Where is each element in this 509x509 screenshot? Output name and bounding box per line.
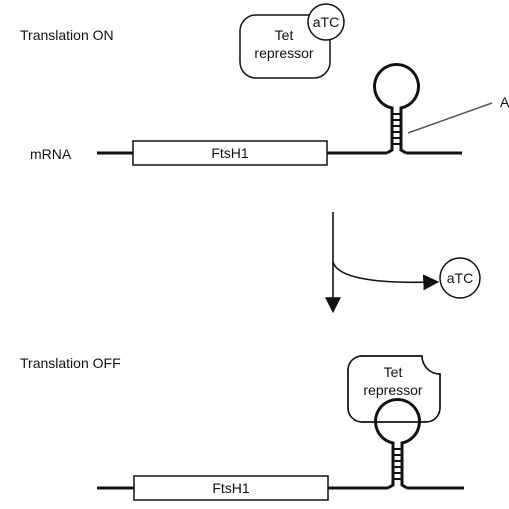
- translation-on-label: Translation ON: [20, 27, 114, 43]
- translation-off-label: Translation OFF: [20, 355, 121, 371]
- atc-bound-label: aTC: [313, 14, 339, 30]
- atc-release-arrow: [332, 261, 440, 291]
- repressor-top-line2: repressor: [254, 45, 313, 61]
- tet-repressor-free: Tet repressor: [239, 14, 331, 79]
- atc-released-label: aTC: [447, 270, 473, 286]
- aptamer-hairpin-top: [373, 62, 420, 155]
- repressor-bottom-line2: repressor: [363, 382, 422, 398]
- repressor-bottom-line1: Tet: [384, 364, 403, 380]
- repressor-top-line1: Tet: [275, 27, 294, 43]
- atc-bound-top: aTC: [307, 3, 345, 41]
- ftsh1-gene-label-bottom: FtsH1: [212, 480, 250, 496]
- tet-repressor-bound-outline: [347, 355, 441, 423]
- ftsh1-gene-label-top: FtsH1: [211, 145, 249, 161]
- atc-released: aTC: [439, 257, 481, 299]
- mrna-label: mRNA: [30, 146, 72, 162]
- aptamer-hairpin-bottom: [374, 397, 421, 490]
- ftsh1-gene-box-bottom: [133, 475, 329, 501]
- tet-repressor-bound: Tet repressor: [347, 355, 441, 423]
- aptamer-callout-line: [407, 102, 493, 134]
- aptamer-callout-label: A: [500, 94, 509, 110]
